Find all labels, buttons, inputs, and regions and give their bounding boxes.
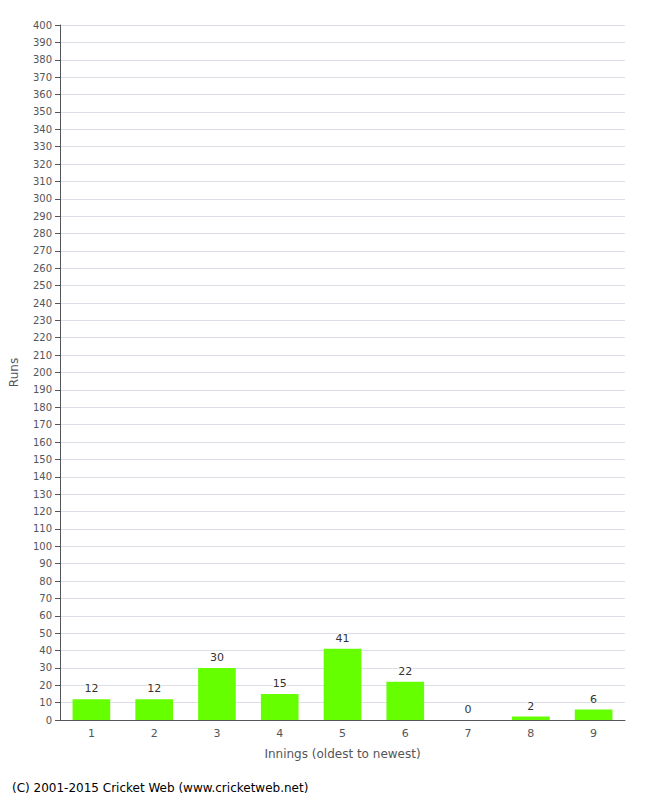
svg-text:4: 4: [276, 727, 283, 740]
svg-text:6: 6: [402, 727, 409, 740]
svg-text:140: 140: [33, 471, 52, 482]
svg-text:160: 160: [33, 437, 52, 448]
svg-text:30: 30: [39, 662, 52, 673]
svg-text:20: 20: [39, 680, 52, 691]
svg-text:250: 250: [33, 280, 52, 291]
svg-text:41: 41: [336, 632, 350, 645]
svg-text:12: 12: [147, 682, 161, 695]
svg-text:Innings (oldest to newest): Innings (oldest to newest): [264, 747, 420, 761]
svg-text:390: 390: [33, 37, 52, 48]
svg-text:110: 110: [33, 523, 52, 534]
svg-text:12: 12: [84, 682, 98, 695]
svg-text:370: 370: [33, 72, 52, 83]
svg-text:380: 380: [33, 54, 52, 65]
svg-text:7: 7: [465, 727, 472, 740]
svg-text:100: 100: [33, 541, 52, 552]
svg-text:50: 50: [39, 628, 52, 639]
svg-text:10: 10: [39, 697, 52, 708]
svg-text:80: 80: [39, 576, 52, 587]
svg-text:8: 8: [527, 727, 534, 740]
svg-text:30: 30: [210, 651, 224, 664]
svg-text:300: 300: [33, 193, 52, 204]
svg-text:310: 310: [33, 176, 52, 187]
svg-text:180: 180: [33, 402, 52, 413]
svg-text:40: 40: [39, 645, 52, 656]
svg-text:0: 0: [46, 715, 52, 726]
svg-text:120: 120: [33, 506, 52, 517]
svg-text:210: 210: [33, 350, 52, 361]
svg-text:220: 220: [33, 332, 52, 343]
svg-text:22: 22: [398, 665, 412, 678]
svg-text:230: 230: [33, 315, 52, 326]
svg-text:290: 290: [33, 211, 52, 222]
svg-text:150: 150: [33, 454, 52, 465]
svg-text:260: 260: [33, 263, 52, 274]
svg-text:15: 15: [273, 677, 287, 690]
svg-text:200: 200: [33, 367, 52, 378]
svg-text:340: 340: [33, 124, 52, 135]
svg-text:280: 280: [33, 228, 52, 239]
svg-text:360: 360: [33, 89, 52, 100]
svg-text:2: 2: [151, 727, 158, 740]
svg-text:6: 6: [590, 693, 597, 706]
svg-text:Runs: Runs: [7, 358, 21, 387]
svg-text:(C) 2001-2015 Cricket Web (www: (C) 2001-2015 Cricket Web (www.cricketwe…: [12, 781, 308, 795]
svg-text:5: 5: [339, 727, 346, 740]
svg-text:270: 270: [33, 245, 52, 256]
svg-text:70: 70: [39, 593, 52, 604]
svg-text:320: 320: [33, 159, 52, 170]
svg-text:60: 60: [39, 610, 52, 621]
svg-text:400: 400: [33, 20, 52, 31]
svg-text:90: 90: [39, 558, 52, 569]
svg-text:330: 330: [33, 141, 52, 152]
svg-text:2: 2: [527, 700, 534, 713]
svg-text:190: 190: [33, 384, 52, 395]
svg-text:170: 170: [33, 419, 52, 430]
svg-text:1: 1: [88, 727, 95, 740]
svg-text:3: 3: [213, 727, 220, 740]
svg-text:130: 130: [33, 489, 52, 500]
svg-text:9: 9: [590, 727, 597, 740]
svg-text:0: 0: [465, 703, 472, 716]
svg-text:240: 240: [33, 298, 52, 309]
svg-text:350: 350: [33, 106, 52, 117]
